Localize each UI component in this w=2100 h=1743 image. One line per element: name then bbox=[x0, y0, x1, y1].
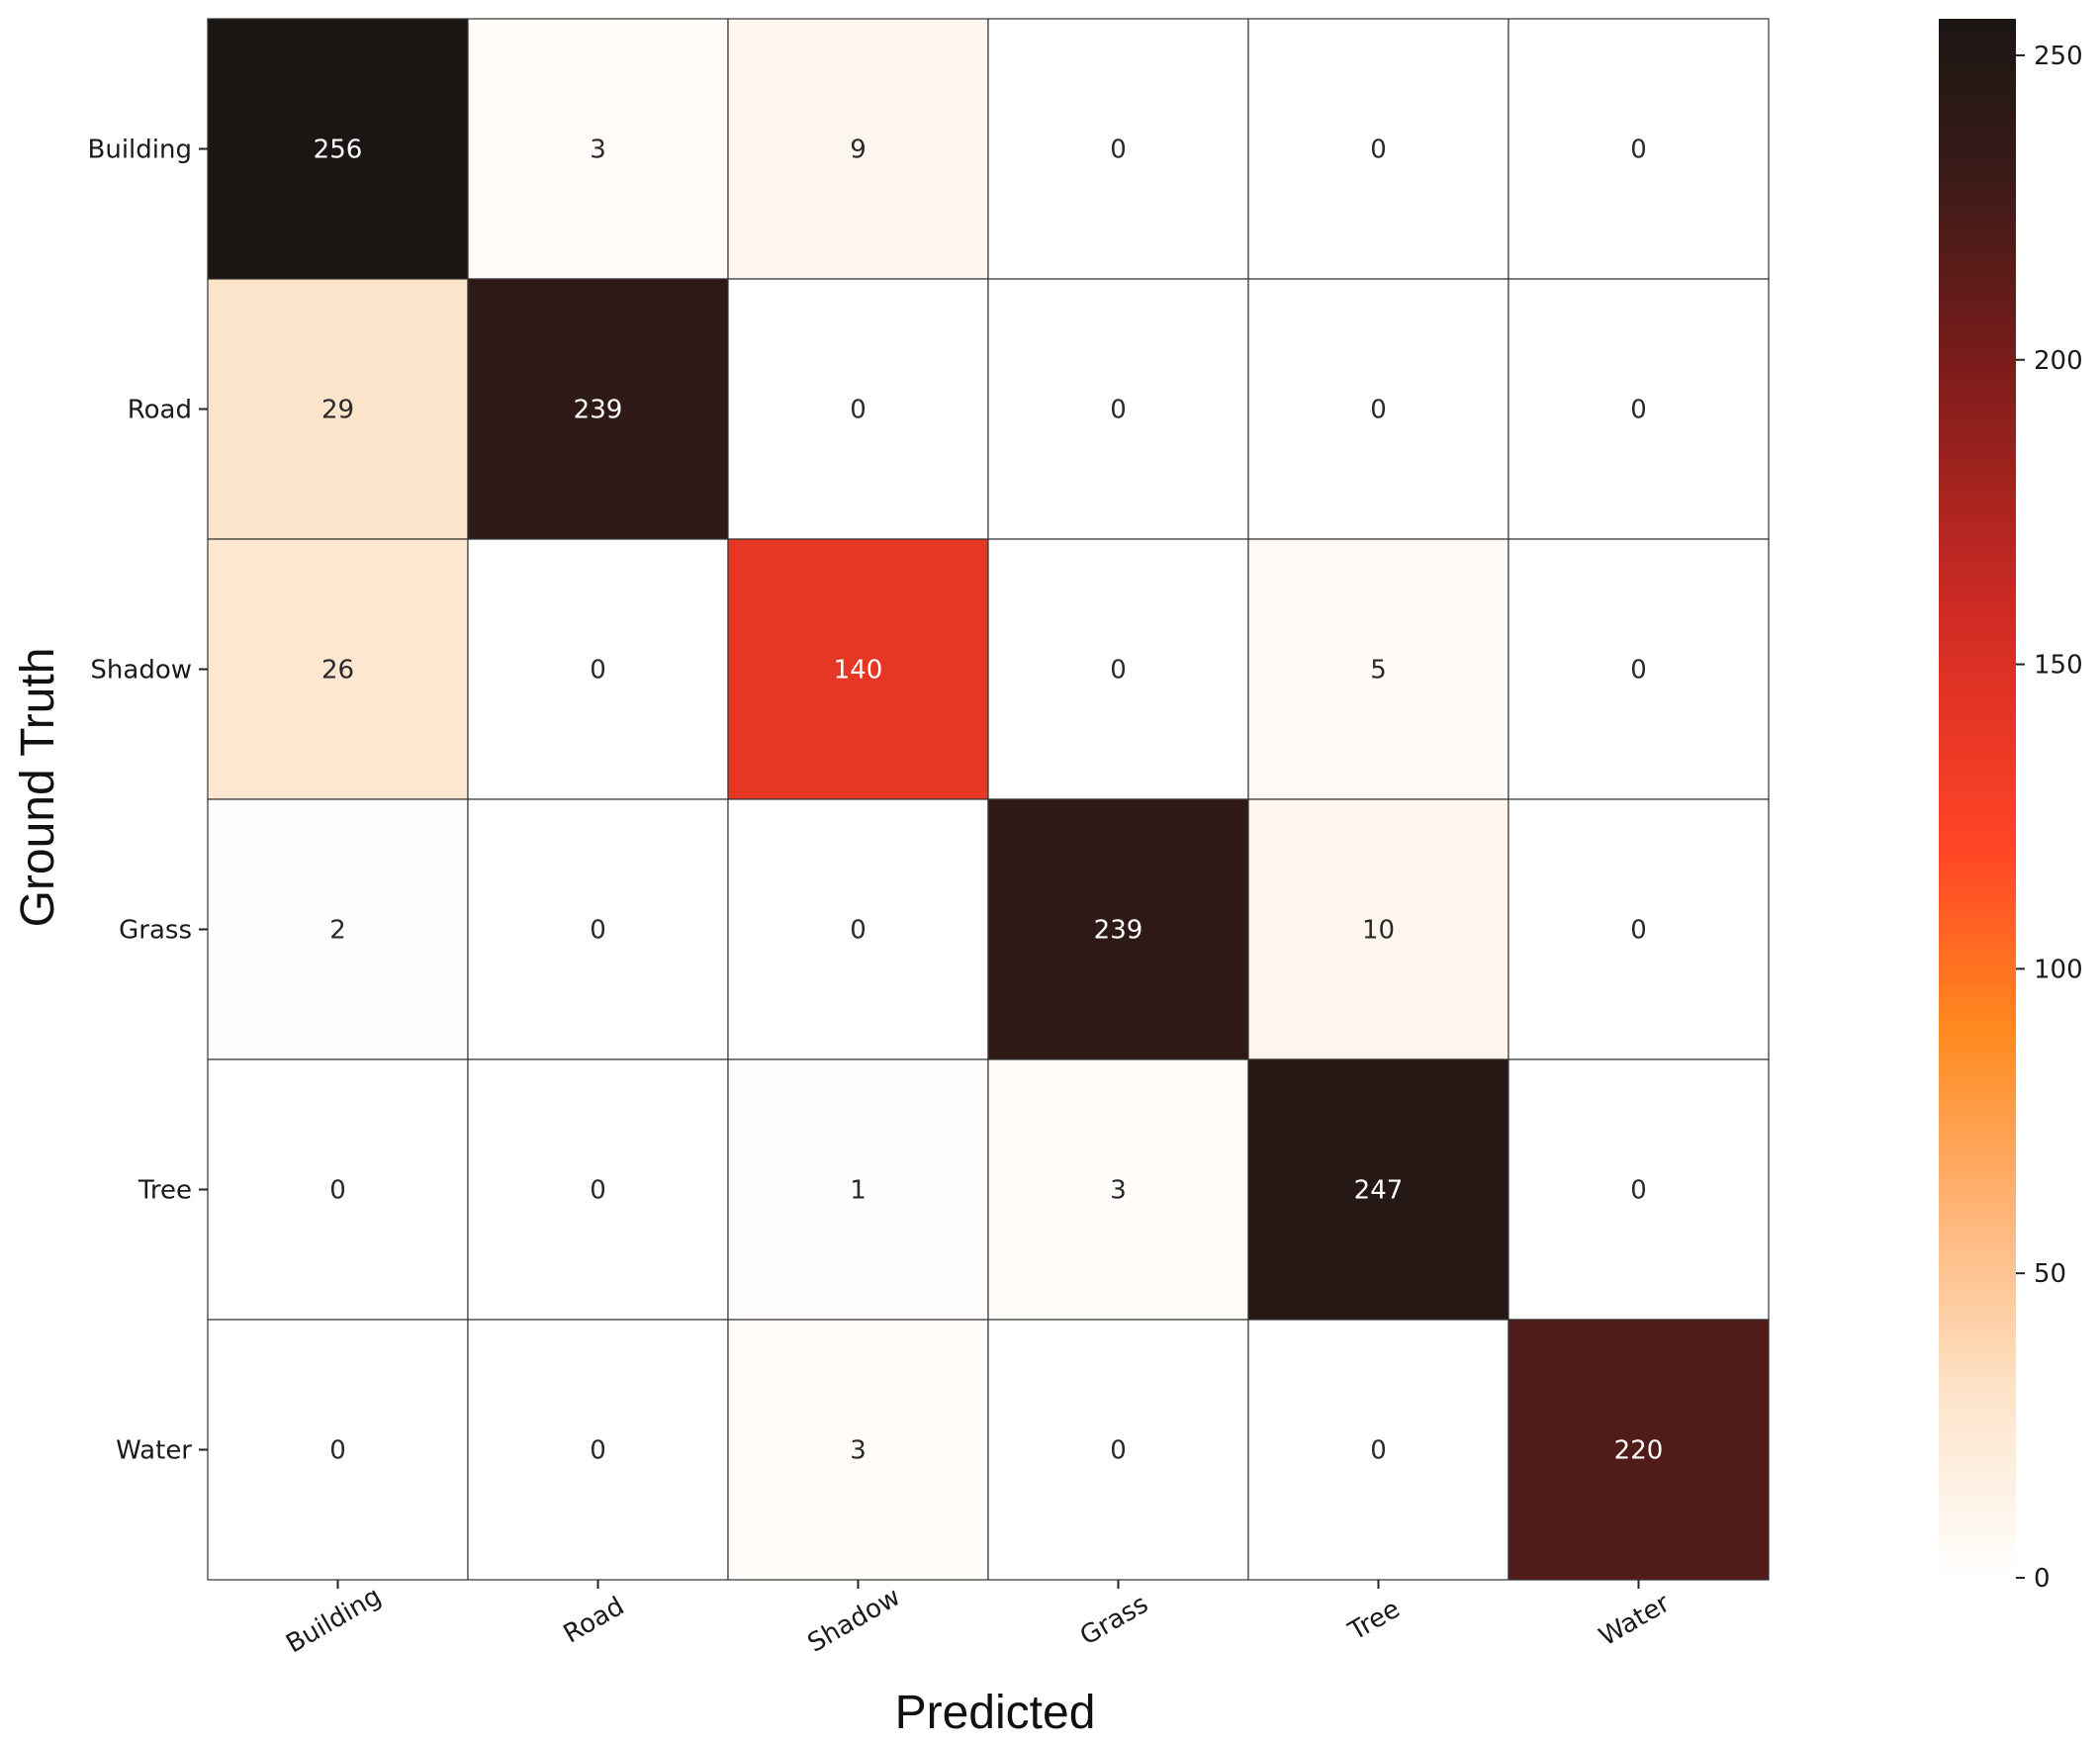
heatmap-cells: 256 3 9 0 0 0 29 239 0 0 0 0 26 0 140 0 5 0 2 0 0 239 10 0 0 0 1 3 2… bbox=[207, 18, 1770, 1581]
cell-value-r3-c4: 10 bbox=[1362, 916, 1395, 946]
heatmap-cell-r1-c0 bbox=[207, 278, 469, 540]
colorbar: 0 50 100 150 200 250 bbox=[1939, 19, 2083, 1594]
heatmap-cell-r0-c0 bbox=[207, 18, 469, 280]
cell-value-r5-c1: 0 bbox=[590, 1436, 606, 1466]
cell-value-r2-c1: 0 bbox=[590, 656, 606, 686]
colorbar-tick-label: 50 bbox=[2034, 1259, 2066, 1289]
heatmap-cell-r3-c5 bbox=[1507, 798, 1770, 1060]
cell-value-r5-c3: 0 bbox=[1110, 1436, 1127, 1466]
heatmap-cell-r1-c1 bbox=[467, 278, 729, 540]
y-tick-labels: Building Road Shadow Grass Tree Water bbox=[88, 136, 208, 1466]
x-tick-label: Grass bbox=[1075, 1590, 1153, 1652]
heatmap-cell-r5-c3 bbox=[987, 1319, 1249, 1581]
colorbar-tick-label: 0 bbox=[2034, 1564, 2051, 1594]
y-axis-title: Ground Truth bbox=[12, 648, 64, 928]
heatmap-cell-r0-c1 bbox=[467, 18, 729, 280]
cell-value-r4-c2: 1 bbox=[850, 1176, 867, 1206]
y-tick-label: Road bbox=[128, 396, 192, 425]
heatmap-cell-r3-c3 bbox=[987, 798, 1249, 1060]
heatmap-cell-r3-c1 bbox=[467, 798, 729, 1060]
cell-value-r5-c4: 0 bbox=[1370, 1436, 1387, 1466]
heatmap-cell-r3-c4 bbox=[1247, 798, 1509, 1060]
cell-value-r1-c0: 29 bbox=[321, 396, 354, 425]
x-tick-label: Road bbox=[559, 1592, 630, 1650]
cell-value-r3-c5: 0 bbox=[1630, 916, 1647, 946]
cell-value-r5-c2: 3 bbox=[850, 1436, 867, 1466]
cell-value-r4-c4: 247 bbox=[1354, 1176, 1404, 1206]
heatmap-cell-r2-c1 bbox=[467, 538, 729, 800]
y-tick-label: Grass bbox=[119, 916, 192, 946]
cell-value-r1-c3: 0 bbox=[1110, 396, 1127, 425]
cell-value-r2-c0: 26 bbox=[321, 656, 354, 686]
heatmap-cell-r3-c2 bbox=[727, 798, 989, 1060]
x-tick-label: Tree bbox=[1343, 1595, 1406, 1648]
cell-value-r2-c5: 0 bbox=[1630, 656, 1647, 686]
heatmap-cell-r4-c5 bbox=[1507, 1058, 1770, 1321]
heatmap-cell-r4-c0 bbox=[207, 1058, 469, 1321]
x-axis-title: Predicted bbox=[895, 1687, 1096, 1739]
heatmap-cell-r0-c5 bbox=[1507, 18, 1770, 280]
colorbar-tick-label: 250 bbox=[2034, 42, 2083, 71]
colorbar-gradient bbox=[1939, 19, 2016, 1578]
heatmap-cell-r0-c4 bbox=[1247, 18, 1509, 280]
cell-value-r5-c0: 0 bbox=[329, 1436, 346, 1466]
cell-value-r0-c1: 3 bbox=[590, 136, 606, 165]
heatmap-cell-r4-c1 bbox=[467, 1058, 729, 1321]
cell-value-r0-c4: 0 bbox=[1370, 136, 1387, 165]
cell-value-r0-c5: 0 bbox=[1630, 136, 1647, 165]
cell-value-r3-c1: 0 bbox=[590, 916, 606, 946]
x-tick-label: Shadow bbox=[803, 1582, 906, 1658]
cell-value-r4-c1: 0 bbox=[590, 1176, 606, 1206]
heatmap-cell-r4-c2 bbox=[727, 1058, 989, 1321]
y-tick-label: Building bbox=[88, 136, 192, 165]
colorbar-tick-label: 100 bbox=[2034, 955, 2083, 984]
heatmap-cell-r4-c3 bbox=[987, 1058, 1249, 1321]
x-tick-label: Building bbox=[281, 1582, 386, 1660]
heatmap-cell-r1-c3 bbox=[987, 278, 1249, 540]
colorbar-tick-label: 200 bbox=[2034, 346, 2083, 376]
y-tick-label: Shadow bbox=[90, 656, 192, 686]
cell-value-r4-c3: 3 bbox=[1110, 1176, 1127, 1206]
heatmap-cell-r2-c4 bbox=[1247, 538, 1509, 800]
cell-value-r5-c5: 220 bbox=[1614, 1436, 1664, 1466]
cell-value-r4-c5: 0 bbox=[1630, 1176, 1647, 1206]
cell-value-r0-c3: 0 bbox=[1110, 136, 1127, 165]
heatmap-cell-r2-c0 bbox=[207, 538, 469, 800]
heatmap-cell-r2-c2 bbox=[727, 538, 989, 800]
heatmap-cell-r5-c4 bbox=[1247, 1319, 1509, 1581]
cell-value-r0-c2: 9 bbox=[850, 136, 867, 165]
cell-value-r1-c1: 239 bbox=[574, 396, 623, 425]
heatmap-cell-r1-c5 bbox=[1507, 278, 1770, 540]
heatmap-cell-r0-c2 bbox=[727, 18, 989, 280]
heatmap-cell-r0-c3 bbox=[987, 18, 1249, 280]
heatmap-cell-r4-c4 bbox=[1247, 1058, 1509, 1321]
heatmap-cell-r5-c0 bbox=[207, 1319, 469, 1581]
y-tick-label: Water bbox=[116, 1436, 192, 1466]
cell-value-r1-c4: 0 bbox=[1370, 396, 1387, 425]
x-tick-labels: Building Road Shadow Grass Tree Water bbox=[281, 1580, 1676, 1660]
x-tick-label: Water bbox=[1595, 1589, 1676, 1653]
cell-value-r3-c0: 2 bbox=[329, 916, 346, 946]
cell-value-r0-c0: 256 bbox=[314, 136, 363, 165]
cell-value-r4-c0: 0 bbox=[329, 1176, 346, 1206]
cell-value-r1-c2: 0 bbox=[850, 396, 867, 425]
heatmap-cell-r2-c5 bbox=[1507, 538, 1770, 800]
cell-value-r2-c2: 140 bbox=[834, 656, 883, 686]
heatmap-cell-r5-c5 bbox=[1507, 1319, 1770, 1581]
colorbar-tick-label: 150 bbox=[2034, 651, 2083, 681]
heatmap-cell-r3-c0 bbox=[207, 798, 469, 1060]
cell-value-r2-c3: 0 bbox=[1110, 656, 1127, 686]
heatmap-cell-r2-c3 bbox=[987, 538, 1249, 800]
cell-value-r1-c5: 0 bbox=[1630, 396, 1647, 425]
cell-value-r3-c2: 0 bbox=[850, 916, 867, 946]
y-tick-label: Tree bbox=[137, 1176, 192, 1206]
cell-value-r2-c4: 5 bbox=[1370, 656, 1387, 686]
cell-value-r3-c3: 239 bbox=[1094, 916, 1143, 946]
